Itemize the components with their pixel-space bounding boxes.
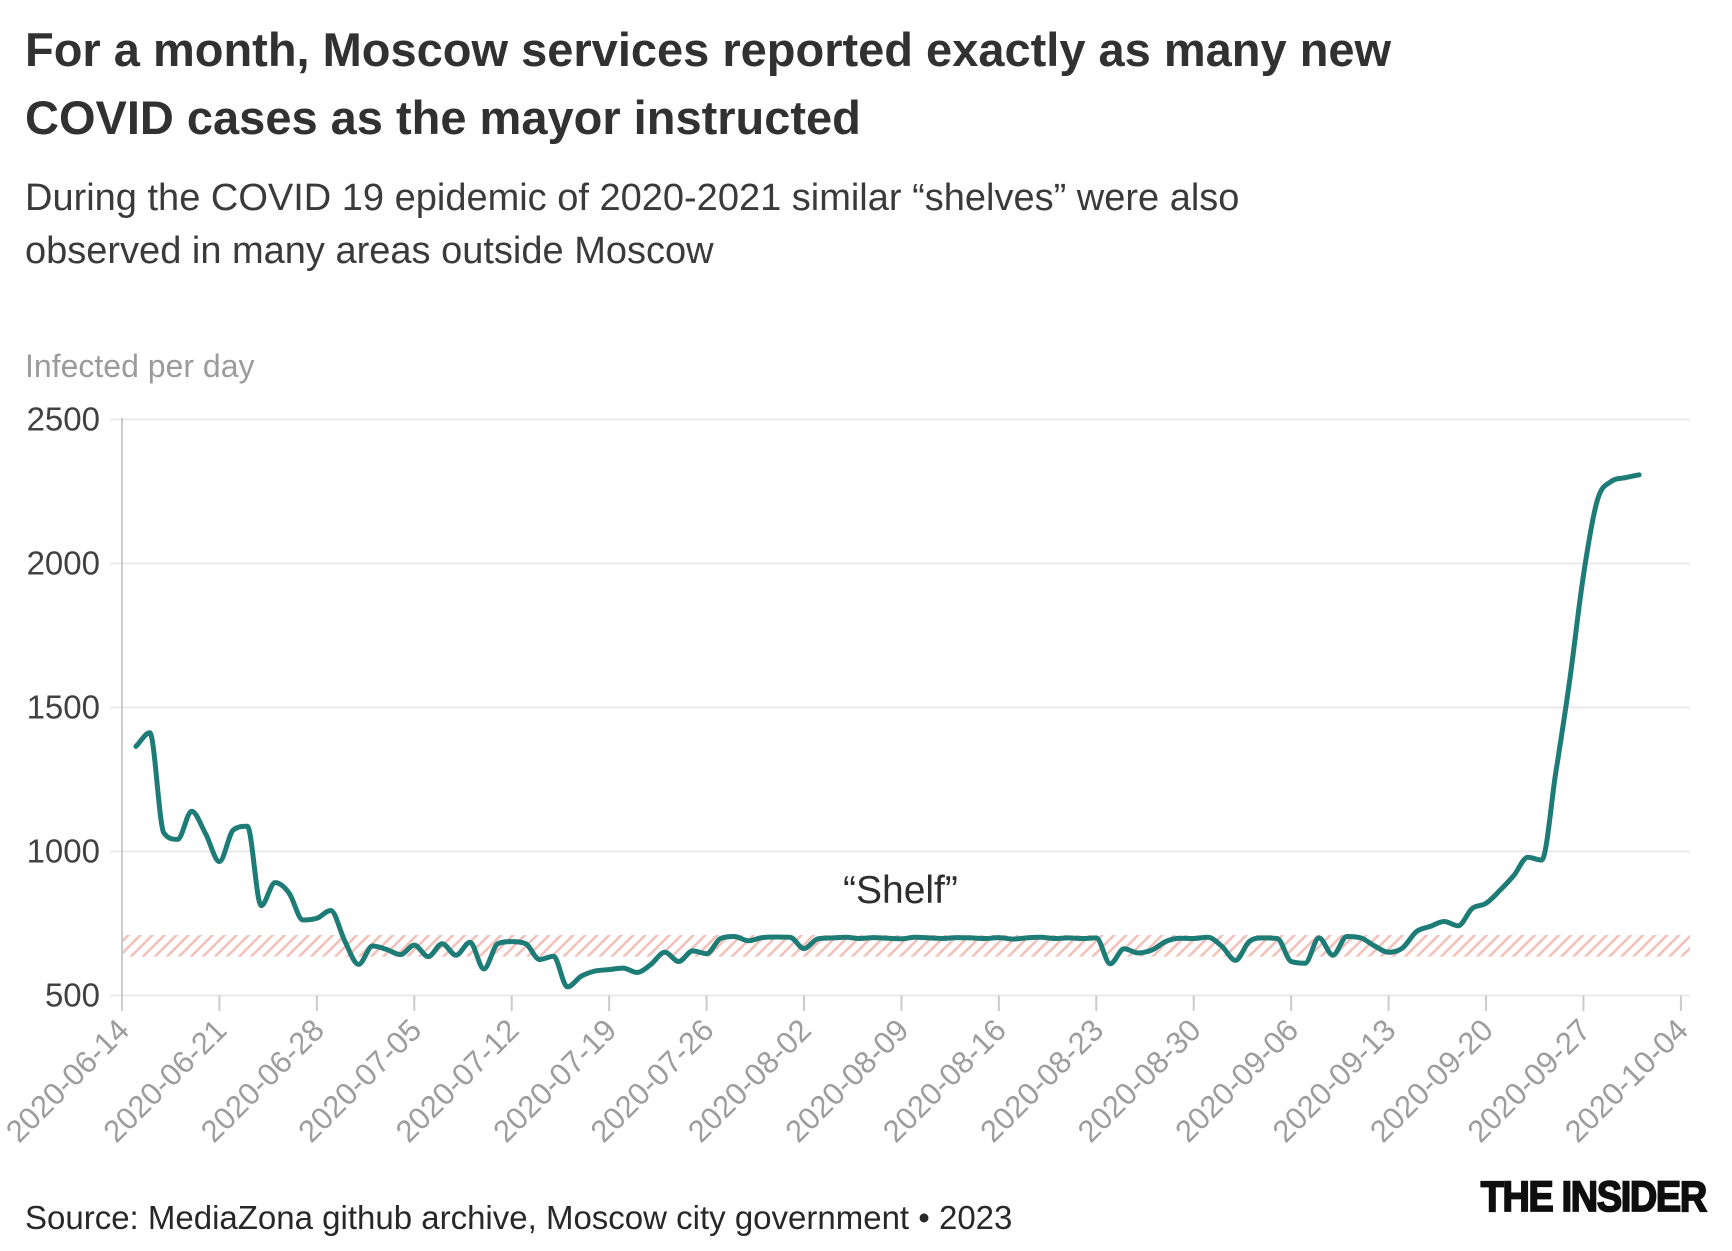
y-tick-label: 500: [45, 977, 100, 1014]
y-tick-label: 2500: [27, 401, 100, 438]
the-insider-logo: THE INSIDER: [1480, 1172, 1708, 1222]
y-tick-label: 2000: [27, 545, 100, 582]
y-tick-labels: 500 1000 1500 2000 2500: [27, 401, 100, 1014]
y-tick-label: 1000: [27, 833, 100, 870]
gridlines: [110, 418, 1690, 997]
headline: For a month, Moscow services reported ex…: [25, 23, 1392, 144]
y-tick-label: 1500: [27, 689, 100, 726]
cases-line: [133, 472, 1642, 990]
x-tick-labels: 2020-06-142020-06-212020-06-282020-07-05…: [0, 1012, 1695, 1149]
subtitle: During the COVID 19 epidemic of 2020-202…: [25, 177, 1240, 272]
source-credit: Source: MediaZona github archive, Moscow…: [25, 1199, 1013, 1236]
shelf-annotation: “Shelf”: [843, 869, 958, 912]
y-axis-title: Infected per day: [25, 348, 255, 384]
axes: [121, 417, 1682, 1011]
